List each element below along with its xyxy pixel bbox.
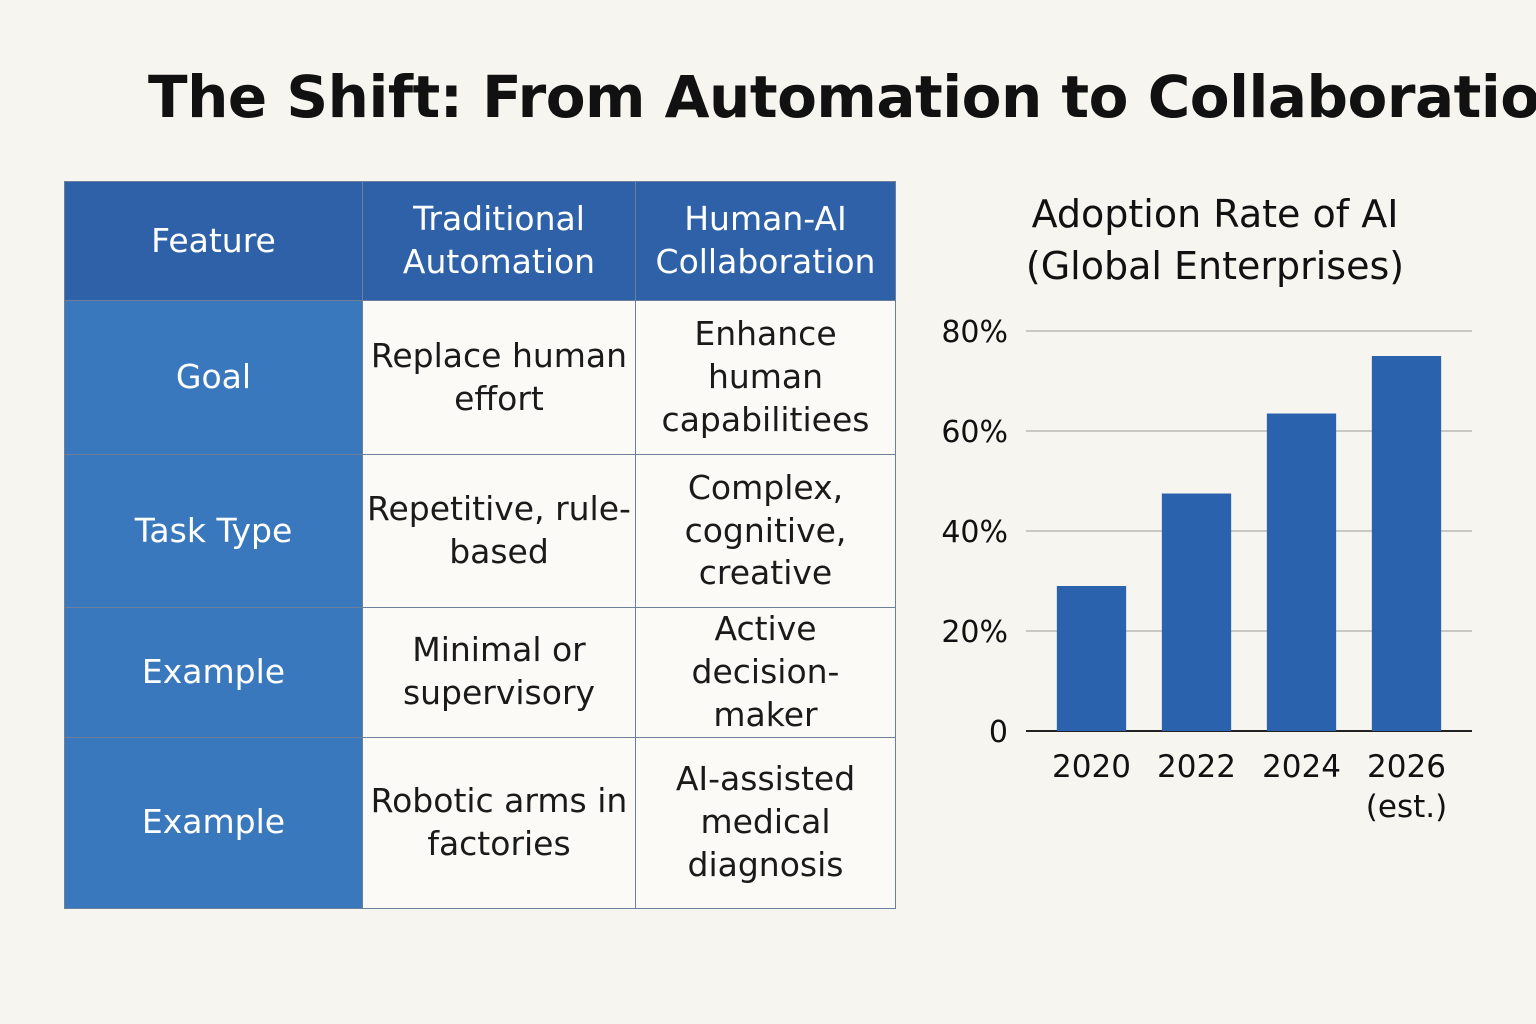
table-row: Example Robotic arms in factories AI-ass… [64,736,896,909]
x-tick-label: 2024 [1262,749,1341,785]
bar [1056,586,1127,731]
traditional-cell: Minimal or supervisory [362,607,636,738]
traditional-cell: Repetitive, rule-based [362,454,636,608]
header-human-ai-collaboration: Human-AI Collaboration [635,181,896,301]
x-tick-label: 2020 [1052,749,1131,785]
row-feature-label: Goal [64,300,363,455]
table-header-row: Feature Traditional Automation Human-AI … [64,181,896,301]
bar [1266,413,1337,731]
y-tick-label: 40% [941,515,1008,550]
y-tick-label: 0 [989,715,1008,750]
collaboration-cell: AI-assisted medical diagnosis [635,736,896,909]
table-row: Task Type Repetitive, rule-based Complex… [64,454,896,608]
traditional-cell: Replace human effort [362,300,636,455]
x-tick-label: 2026 (est.) [1366,749,1447,825]
traditional-cell: Robotic arms in factories [362,736,636,909]
adoption-rate-bar-chart: 0 20% 40% 60% 80% 2020 2022 2024 2026 (est.) [941,315,1472,825]
y-tick-label: 60% [941,415,1008,450]
chart-title: Adoption Rate of AI (Global Enterprises) [1025,192,1405,289]
row-feature-label: Example [64,736,363,909]
collaboration-cell: Active decision-maker [635,607,896,738]
bar [1161,493,1232,731]
y-tick-label: 80% [941,315,1008,350]
row-feature-label: Example [64,607,363,738]
y-tick-label: 20% [941,615,1008,650]
collaboration-cell: Complex, cognitive, creative [635,454,896,608]
bar [1371,356,1442,731]
collaboration-cell: Enhance human capabilitiees [635,300,896,455]
header-traditional-automation: Traditional Automation [362,181,636,301]
row-feature-label: Task Type [64,454,363,608]
page-title: The Shift: From Automation to Collaborat… [148,63,1536,131]
table-row: Goal Replace human effort Enhance human … [64,300,896,455]
table-row: Example Minimal or supervisory Active de… [64,607,896,738]
comparison-table: Feature Traditional Automation Human-AI … [64,181,896,909]
x-tick-label: 2022 [1157,749,1236,785]
header-feature: Feature [64,181,363,301]
